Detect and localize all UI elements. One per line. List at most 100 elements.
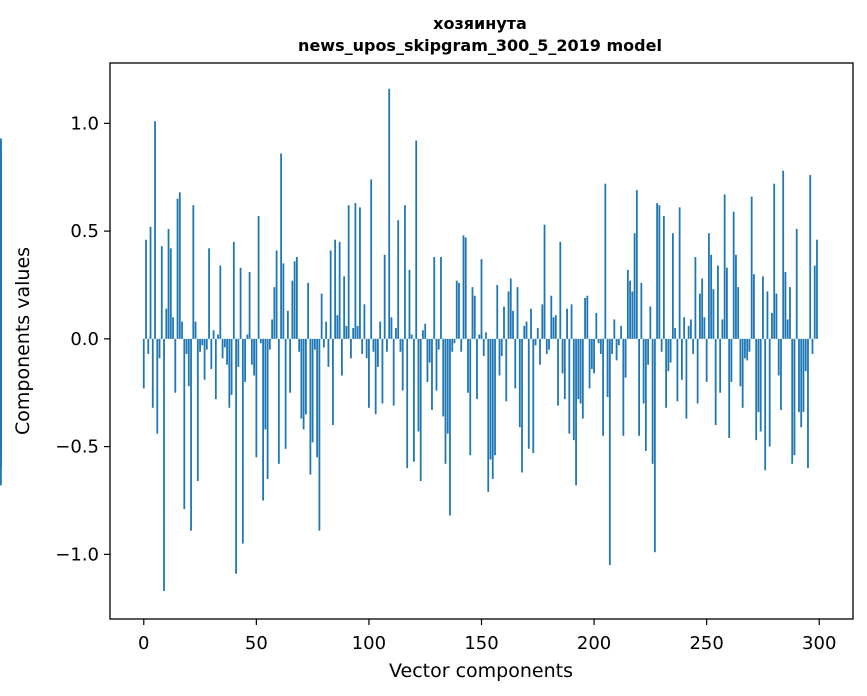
bar-106 <box>381 338 384 404</box>
bar-150 <box>480 259 483 339</box>
bar-49 <box>253 338 255 376</box>
bar-108 <box>386 338 388 352</box>
bar-193 <box>577 338 580 400</box>
bar-34 <box>219 265 222 339</box>
bar-135 <box>446 338 449 434</box>
bar-227 <box>653 338 656 553</box>
bar-143 <box>464 237 467 339</box>
bar-77 <box>316 338 319 458</box>
bar-107 <box>383 254 386 339</box>
bar-111 <box>392 338 395 406</box>
bar-194 <box>579 338 582 404</box>
bar-258 <box>723 194 726 339</box>
bar-140 <box>458 282 460 339</box>
bar-219 <box>635 190 638 339</box>
bar-109 <box>388 88 391 339</box>
bar-40 <box>232 241 235 339</box>
x-axis-label: Vector components <box>389 660 573 682</box>
x-tick-label: 150 <box>464 633 498 654</box>
bar-117 <box>406 338 409 469</box>
bar-174 <box>534 338 537 346</box>
y-tick-label: 0.0 <box>70 329 99 350</box>
bar-161 <box>505 338 508 402</box>
bar-270 <box>750 196 753 339</box>
bar-209 <box>613 319 616 339</box>
bar-29 <box>208 248 210 339</box>
bar-53 <box>262 338 264 501</box>
bar-222 <box>642 338 645 404</box>
bar-121 <box>415 140 418 339</box>
bar-272 <box>755 338 758 441</box>
bar-286 <box>786 319 789 339</box>
bar-288 <box>791 338 794 464</box>
bar-145 <box>469 338 472 456</box>
bar-251 <box>708 233 710 339</box>
bar-198 <box>588 338 591 389</box>
bar-273 <box>757 338 760 413</box>
y-tick-label: −1.0 <box>55 544 99 565</box>
bar-122 <box>417 338 420 432</box>
bar-290 <box>795 228 798 339</box>
bar-23 <box>194 321 197 339</box>
bar-93 <box>352 328 355 339</box>
bar-19 <box>185 338 188 354</box>
bar-218 <box>633 233 636 339</box>
bar-125 <box>424 323 427 339</box>
bar-199 <box>590 338 593 370</box>
bar-257 <box>721 319 724 339</box>
bar-211 <box>617 338 620 346</box>
bar-236 <box>674 328 677 339</box>
bar-70 <box>300 338 303 419</box>
bar-208 <box>611 338 613 354</box>
bar-214 <box>624 338 627 378</box>
bar-233 <box>667 338 670 372</box>
bar-127 <box>428 338 431 363</box>
bar-179 <box>545 338 548 354</box>
plot-frame <box>109 62 854 620</box>
bar-57 <box>271 319 274 339</box>
y-tick-label: 0.5 <box>70 221 99 242</box>
bar-112 <box>395 328 397 339</box>
bar-64 <box>286 310 289 339</box>
bar-110 <box>390 317 393 339</box>
bar-239 <box>680 338 683 380</box>
bar-157 <box>496 284 499 339</box>
chart-subtitle: news_upos_skipgram_300_5_2019 model <box>298 36 662 55</box>
bar-52 <box>259 338 262 344</box>
bar-294 <box>804 338 807 372</box>
bar-255 <box>717 265 719 339</box>
bar-98 <box>363 304 366 339</box>
bar-264 <box>737 287 740 339</box>
bar-191 <box>572 338 575 441</box>
bar-190 <box>570 304 573 339</box>
bar-153 <box>487 338 490 492</box>
bar-7 <box>158 338 161 359</box>
bar-67 <box>293 261 296 339</box>
bar-230 <box>660 338 663 352</box>
bar-262 <box>732 211 735 339</box>
bar-139 <box>455 280 458 339</box>
bar-82 <box>327 338 330 367</box>
bar-231 <box>662 216 665 339</box>
bar-275 <box>762 276 764 339</box>
bar-172 <box>530 308 532 339</box>
bar-48 <box>250 338 253 365</box>
bar-62 <box>282 263 285 339</box>
bar-59 <box>275 250 278 339</box>
bar-268 <box>746 338 749 361</box>
bar-5 <box>154 121 156 339</box>
bar-30 <box>210 338 213 370</box>
bar-244 <box>692 338 695 354</box>
bar-88 <box>341 338 343 376</box>
bar-184 <box>557 338 559 406</box>
bar-99 <box>365 338 368 359</box>
bar-234 <box>669 338 672 363</box>
bar-158 <box>498 338 501 376</box>
bar-220 <box>638 338 641 436</box>
x-tick-label: 0 <box>138 633 149 654</box>
bar-86 <box>336 315 339 339</box>
bar-297 <box>811 338 814 354</box>
bar-50 <box>255 338 258 458</box>
bar-256 <box>719 338 722 393</box>
bar-72 <box>304 338 307 415</box>
